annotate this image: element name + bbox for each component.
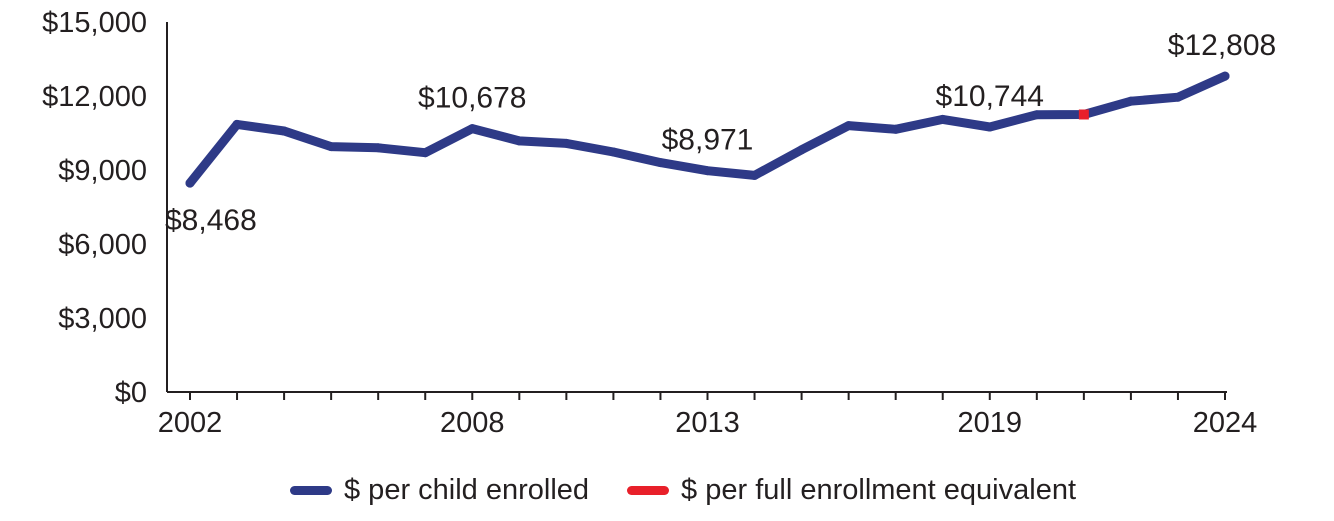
legend-item-per-child: $ per child enrolled (290, 474, 589, 507)
data-point-per-child (1173, 92, 1183, 102)
data-point-per-child (467, 124, 477, 134)
legend-label-per-child: $ per child enrolled (344, 473, 590, 506)
data-label: $10,678 (418, 82, 526, 115)
legend-swatch-full-enrollment (627, 485, 670, 495)
data-label: $8,971 (662, 124, 754, 157)
x-tick-label: 2008 (440, 407, 505, 439)
data-label: $8,468 (165, 204, 257, 237)
data-point-per-child (326, 142, 336, 152)
data-point-per-child (608, 147, 618, 157)
x-axis: 2002 2008 2013 2019 2024 (158, 391, 1258, 439)
data-point-per-child (985, 122, 995, 132)
data-point-per-child (232, 119, 242, 129)
data-label: $12,808 (1168, 29, 1276, 62)
data-point-per-child (514, 136, 524, 146)
y-tick-label: $9,000 (58, 155, 147, 187)
y-tick-label: $12,000 (42, 81, 147, 113)
y-tick-label: $3,000 (58, 303, 147, 335)
data-point-per-child (561, 138, 571, 148)
data-point-per-child (703, 166, 712, 176)
data-label: $10,744 (936, 80, 1044, 113)
y-tick-label: $15,000 (42, 7, 147, 39)
legend-item-full-enrollment: $ per full enrollment equivalent (627, 474, 1076, 507)
data-point-per-child (279, 126, 289, 136)
x-tick-label: 2024 (1193, 407, 1258, 439)
legend: $ per child enrolled $ per full enrollme… (290, 470, 1114, 510)
data-point-per-child (1220, 71, 1230, 81)
data-point-per-child (750, 170, 760, 180)
x-tick-label: 2002 (158, 407, 223, 439)
legend-swatch-per-child (290, 485, 332, 495)
data-point-per-child (844, 121, 854, 131)
y-tick-label: $6,000 (58, 229, 147, 261)
line-chart: $0$3,000$6,000$9,000$12,000$15,000 2002 2… (42, 7, 1276, 439)
data-point-per-child (797, 145, 807, 155)
data-point-per-child (420, 148, 430, 158)
y-axis: $0 $3,000 $6,000 $9,000 $12,000 $15,000 (42, 7, 168, 409)
data-point-per-child (185, 178, 195, 188)
data-point-full-enrollment (1078, 109, 1089, 120)
x-tick-label: 2019 (958, 407, 1023, 439)
y-tick-label: $0 (115, 377, 147, 409)
data-point-per-child (891, 124, 901, 134)
x-tick-label: 2013 (675, 407, 740, 439)
data-point-per-child (1126, 96, 1136, 106)
data-point-per-child (1032, 110, 1042, 120)
data-point-per-child (655, 158, 665, 168)
data-point-per-child (938, 114, 948, 124)
legend-label-full-enrollment: $ per full enrollment equivalent (681, 473, 1077, 506)
annotation-layer: $8,468 $10,678 $8,971 $10,744 $12,808 (165, 29, 1276, 237)
data-point-per-child (373, 143, 383, 153)
series-layer (185, 71, 1230, 188)
